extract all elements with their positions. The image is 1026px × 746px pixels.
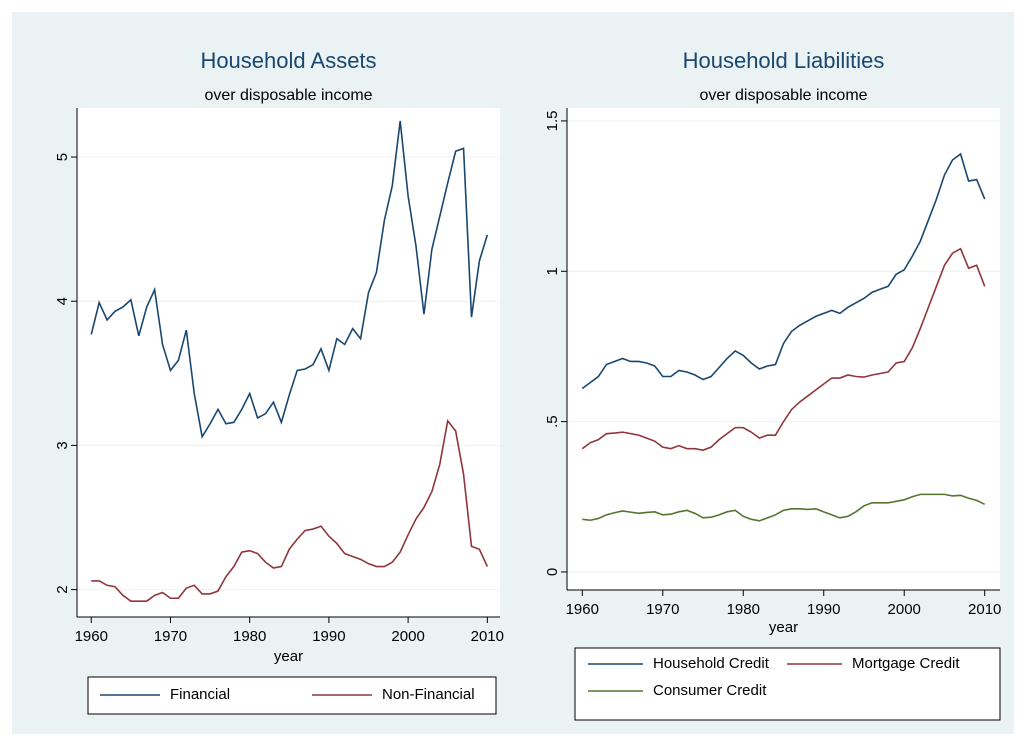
- chart-subtitle: over disposable income: [204, 87, 372, 104]
- series-line: [90, 120, 489, 439]
- x-tick-label: 2010: [968, 601, 1001, 618]
- x-tick-label: 1980: [233, 628, 266, 645]
- x-tick-label: 1970: [646, 601, 679, 618]
- x-tick-label: 2000: [888, 601, 921, 618]
- y-tick-label: 1.5: [544, 110, 561, 131]
- y-tick-label: 1: [544, 267, 561, 275]
- x-tick-label: 2000: [391, 628, 424, 645]
- x-tick-label: 1990: [312, 628, 345, 645]
- x-tick-label: 1960: [75, 628, 108, 645]
- x-tick-label: 1960: [566, 601, 599, 618]
- y-tick-label: .5: [544, 415, 561, 428]
- chart-subtitle: over disposable income: [699, 87, 867, 104]
- legend-label: Consumer Credit: [653, 682, 767, 699]
- series-line: [581, 152, 986, 390]
- legend-label: Household Credit: [653, 655, 770, 672]
- series-line: [91, 419, 489, 602]
- x-axis-label: year: [274, 648, 303, 665]
- chart-title: Household Assets: [200, 48, 376, 73]
- series-line: [582, 493, 986, 522]
- chart-title: Household Liabilities: [683, 48, 885, 73]
- plot-area: [77, 108, 500, 617]
- legend-label: Mortgage Credit: [852, 655, 960, 672]
- y-tick-label: 2: [54, 585, 71, 593]
- y-tick-label: 3: [54, 441, 71, 449]
- x-axis-label: year: [769, 619, 798, 636]
- legend-box: [574, 647, 1001, 721]
- y-tick-label: 5: [54, 153, 71, 161]
- x-tick-label: 2010: [471, 628, 504, 645]
- x-tick-label: 1980: [727, 601, 760, 618]
- x-tick-label: 1990: [807, 601, 840, 618]
- y-tick-label: 4: [54, 297, 71, 305]
- plot-area: [567, 108, 1000, 590]
- y-tick-label: 0: [544, 568, 561, 576]
- x-tick-label: 1970: [154, 628, 187, 645]
- legend-label: Financial: [170, 686, 230, 703]
- legend-label: Non-Financial: [382, 686, 475, 703]
- series-line: [581, 247, 986, 452]
